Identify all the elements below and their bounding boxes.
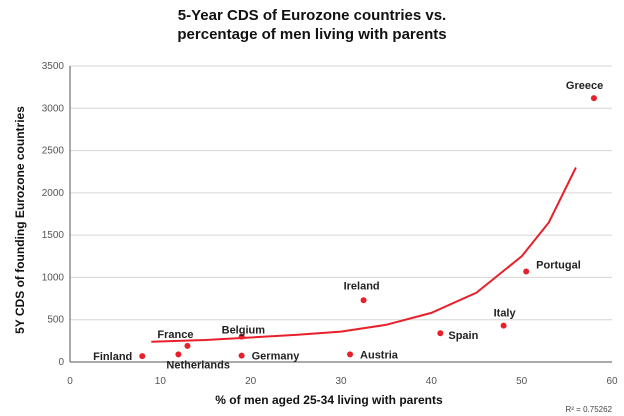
y-axis-title: 5Y CDS of founding Eurozone countries [13, 106, 27, 334]
data-point-belgium [238, 333, 245, 340]
x-tick-label: 50 [516, 376, 528, 387]
chart-title: 5-Year CDS of Eurozone countries vs. per… [0, 6, 624, 44]
data-point-germany [238, 352, 245, 359]
data-point-spain [437, 330, 444, 337]
r-squared-label: R² = 0.75262 [566, 405, 613, 414]
x-tick-label: 60 [606, 376, 618, 387]
y-tick-label: 1500 [42, 230, 65, 241]
point-label-netherlands: Netherlands [166, 359, 230, 371]
data-point-italy [500, 322, 507, 329]
point-label-austria: Austria [360, 349, 399, 361]
data-point-france [184, 342, 191, 349]
x-tick-label: 40 [426, 376, 438, 387]
trend-line [151, 167, 577, 343]
y-tick-label: 2500 [42, 146, 65, 157]
data-point-portugal [523, 268, 530, 275]
x-tick-label: 20 [245, 376, 257, 387]
data-point-finland [139, 353, 146, 360]
data-point-austria [347, 351, 354, 358]
y-tick-label: 0 [58, 357, 64, 368]
y-tick-label: 500 [47, 315, 64, 326]
x-tick-label: 0 [67, 376, 73, 387]
point-label-france: France [157, 329, 193, 341]
point-label-spain: Spain [448, 330, 478, 342]
data-point-ireland [360, 297, 367, 304]
y-tick-label: 3000 [42, 103, 65, 114]
point-label-greece: Greece [566, 80, 603, 92]
point-label-finland: Finland [93, 351, 132, 363]
point-label-italy: Italy [494, 308, 517, 320]
point-label-belgium: Belgium [222, 325, 266, 337]
point-label-portugal: Portugal [536, 260, 581, 272]
chart-title-line1: 5-Year CDS of Eurozone countries vs. [177, 7, 447, 24]
chart-title-line2: percentage of men living with parents [177, 26, 447, 43]
y-tick-label: 1000 [42, 272, 65, 283]
y-tick-label: 3500 [42, 61, 65, 72]
point-label-germany: Germany [252, 351, 301, 363]
y-tick-label: 2000 [42, 188, 65, 199]
x-tick-label: 30 [335, 376, 347, 387]
data-point-greece [590, 95, 597, 102]
point-label-ireland: Ireland [344, 280, 380, 292]
x-axis-title: % of men aged 25-34 living with parents [215, 393, 443, 407]
data-point-netherlands [175, 351, 182, 358]
x-tick-label: 10 [155, 376, 167, 387]
